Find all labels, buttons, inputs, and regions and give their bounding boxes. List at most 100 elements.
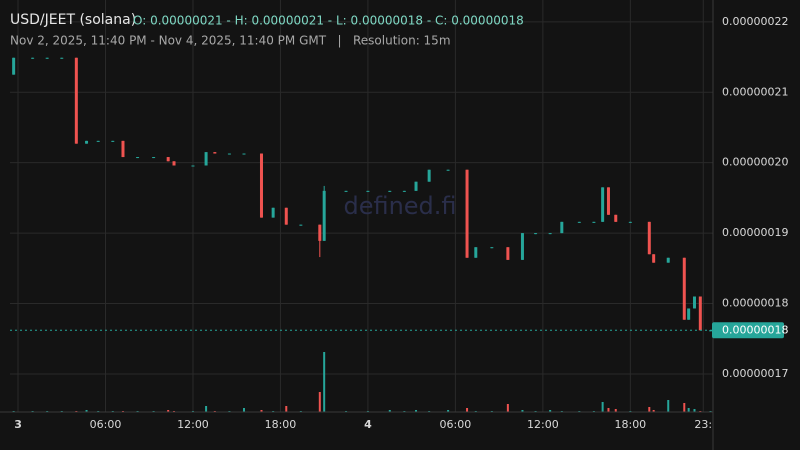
candle-body	[85, 140, 89, 144]
candle-body	[60, 57, 64, 59]
candle-body	[259, 153, 263, 218]
candle-body	[427, 169, 431, 182]
candle-body	[414, 181, 418, 191]
volume-bar	[607, 408, 610, 412]
candle-body	[446, 169, 450, 171]
candle-body	[577, 221, 581, 223]
grid	[10, 0, 713, 412]
volume-bar	[242, 408, 245, 412]
volume-bar	[447, 410, 450, 412]
x-tick-label: 4	[364, 418, 372, 431]
candle-body	[490, 247, 494, 249]
candle-body	[506, 247, 510, 260]
watermark: defined.fi	[343, 192, 456, 220]
candle-body	[366, 190, 370, 192]
candle-body	[520, 233, 524, 260]
chart-title: USD/JEET (solana)	[10, 12, 136, 28]
x-tick-label: 12:00	[177, 418, 209, 431]
candle-body	[242, 153, 246, 155]
x-tick-label: 06:00	[90, 418, 122, 431]
volume-bar	[601, 402, 604, 412]
candle-body	[74, 57, 78, 144]
candle-body	[682, 257, 686, 320]
volume-bar	[388, 410, 391, 412]
x-tick-label: 06:00	[440, 418, 472, 431]
last-price-label: 0.00000018	[722, 323, 788, 336]
candle-body	[284, 207, 288, 225]
candle-body	[647, 221, 651, 255]
y-tick-label: 0.00000018	[722, 297, 788, 310]
candle-body	[121, 140, 125, 158]
candle-body	[534, 233, 538, 235]
x-tick-label: 18:00	[614, 418, 646, 431]
candle-body	[96, 140, 100, 142]
volume-bar	[167, 410, 170, 412]
x-tick-label: 3	[14, 418, 22, 431]
volume-bar	[318, 392, 321, 412]
candle-body	[136, 157, 140, 159]
volume-bar	[687, 408, 690, 412]
candle-body	[152, 157, 156, 159]
candle-body	[560, 221, 564, 234]
volume-bar	[683, 403, 686, 412]
candle-body	[111, 140, 115, 142]
candle-body	[548, 233, 552, 235]
candle-body	[204, 152, 208, 166]
candle-body	[698, 296, 702, 331]
candle-body	[271, 207, 275, 218]
candle-body	[614, 214, 618, 222]
candle-body	[172, 161, 176, 166]
candle-body	[12, 57, 16, 75]
volume-bar	[693, 409, 696, 412]
candle-body	[402, 190, 406, 192]
candle-body	[299, 224, 303, 226]
candle-body	[666, 257, 670, 263]
candle-body	[652, 254, 656, 263]
volume-bar	[667, 400, 670, 412]
y-tick-label: 0.00000022	[722, 15, 788, 28]
x-tick-label: 18:00	[265, 418, 297, 431]
candle-body	[388, 190, 392, 192]
candle-body	[166, 157, 170, 162]
y-tick-label: 0.00000021	[722, 85, 788, 98]
subtitle: Nov 2, 2025, 11:40 PM - Nov 4, 2025, 11:…	[10, 34, 451, 48]
candles	[12, 57, 713, 332]
candle-body	[601, 187, 605, 222]
y-tick-label: 0.00000020	[722, 156, 788, 169]
volume-bar	[466, 408, 469, 412]
candle-body	[213, 152, 217, 154]
volume-bar	[205, 406, 208, 412]
y-tick-label: 0.00000017	[722, 367, 788, 380]
volume-bar	[285, 406, 288, 412]
last-price-tag	[712, 322, 784, 339]
candle-body	[344, 190, 348, 192]
candle-body	[606, 187, 610, 215]
axes: 0.00000017 0.00000018 0.00000019 0.00000020…	[10, 15, 788, 431]
volume-bar	[85, 410, 88, 412]
candle-body	[318, 224, 322, 241]
candle-body	[322, 190, 326, 241]
y-tick-label: 0.00000019	[722, 226, 788, 239]
volume-bar	[648, 407, 651, 412]
x-tick-label: 23:	[694, 418, 712, 431]
volume-bar	[521, 410, 524, 412]
candle-body	[474, 247, 478, 258]
candle-body	[687, 308, 691, 320]
candle-body	[692, 296, 696, 309]
volume-bar	[415, 410, 418, 412]
candle-body	[628, 221, 632, 223]
candle-body	[191, 165, 195, 167]
candle-body	[465, 169, 469, 258]
volume-bar	[549, 410, 552, 412]
volume-bar	[652, 410, 655, 412]
x-tick-label: 12:00	[527, 418, 559, 431]
candle-body	[31, 57, 35, 59]
candle-body	[227, 153, 231, 155]
candle-body	[45, 57, 49, 59]
volume-bar	[260, 410, 263, 412]
ohlc-summary: O: 0.00000021 - H: 0.00000021 - L: 0.000…	[133, 14, 524, 28]
volume-bar	[323, 352, 326, 412]
